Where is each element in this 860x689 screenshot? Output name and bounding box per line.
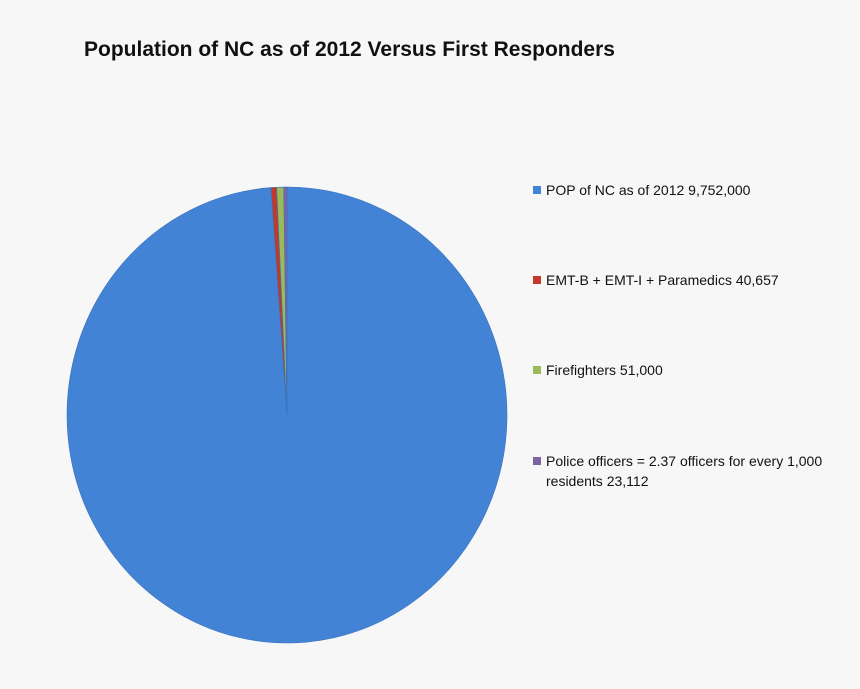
legend-swatch (533, 186, 541, 194)
legend-label: Police officers = 2.37 officers for ever… (546, 453, 823, 489)
pie-slice (283, 186, 288, 416)
legend-label: Firefighters (546, 362, 617, 378)
legend-value: 9,752,000 (688, 182, 751, 198)
chart-title: Population of NC as of 2012 Versus First… (84, 38, 615, 61)
legend-item: Police officers = 2.37 officers for ever… (531, 451, 836, 491)
legend-item: EMT-B + EMT-I + Paramedics 40,657 (531, 270, 836, 290)
legend-swatch (533, 276, 541, 284)
legend-value: 40,657 (735, 272, 779, 288)
legend-value: 23,112 (606, 473, 649, 489)
legend-item: Firefighters 51,000 (531, 360, 836, 380)
legend-swatch (533, 366, 541, 374)
legend-value: 51,000 (619, 362, 663, 378)
legend-swatch (533, 457, 541, 465)
legend-item: POP of NC as of 2012 9,752,000 (531, 180, 836, 200)
legend-label: POP of NC as of 2012 (546, 182, 685, 198)
legend-label: EMT-B + EMT-I + Paramedics (546, 272, 732, 288)
